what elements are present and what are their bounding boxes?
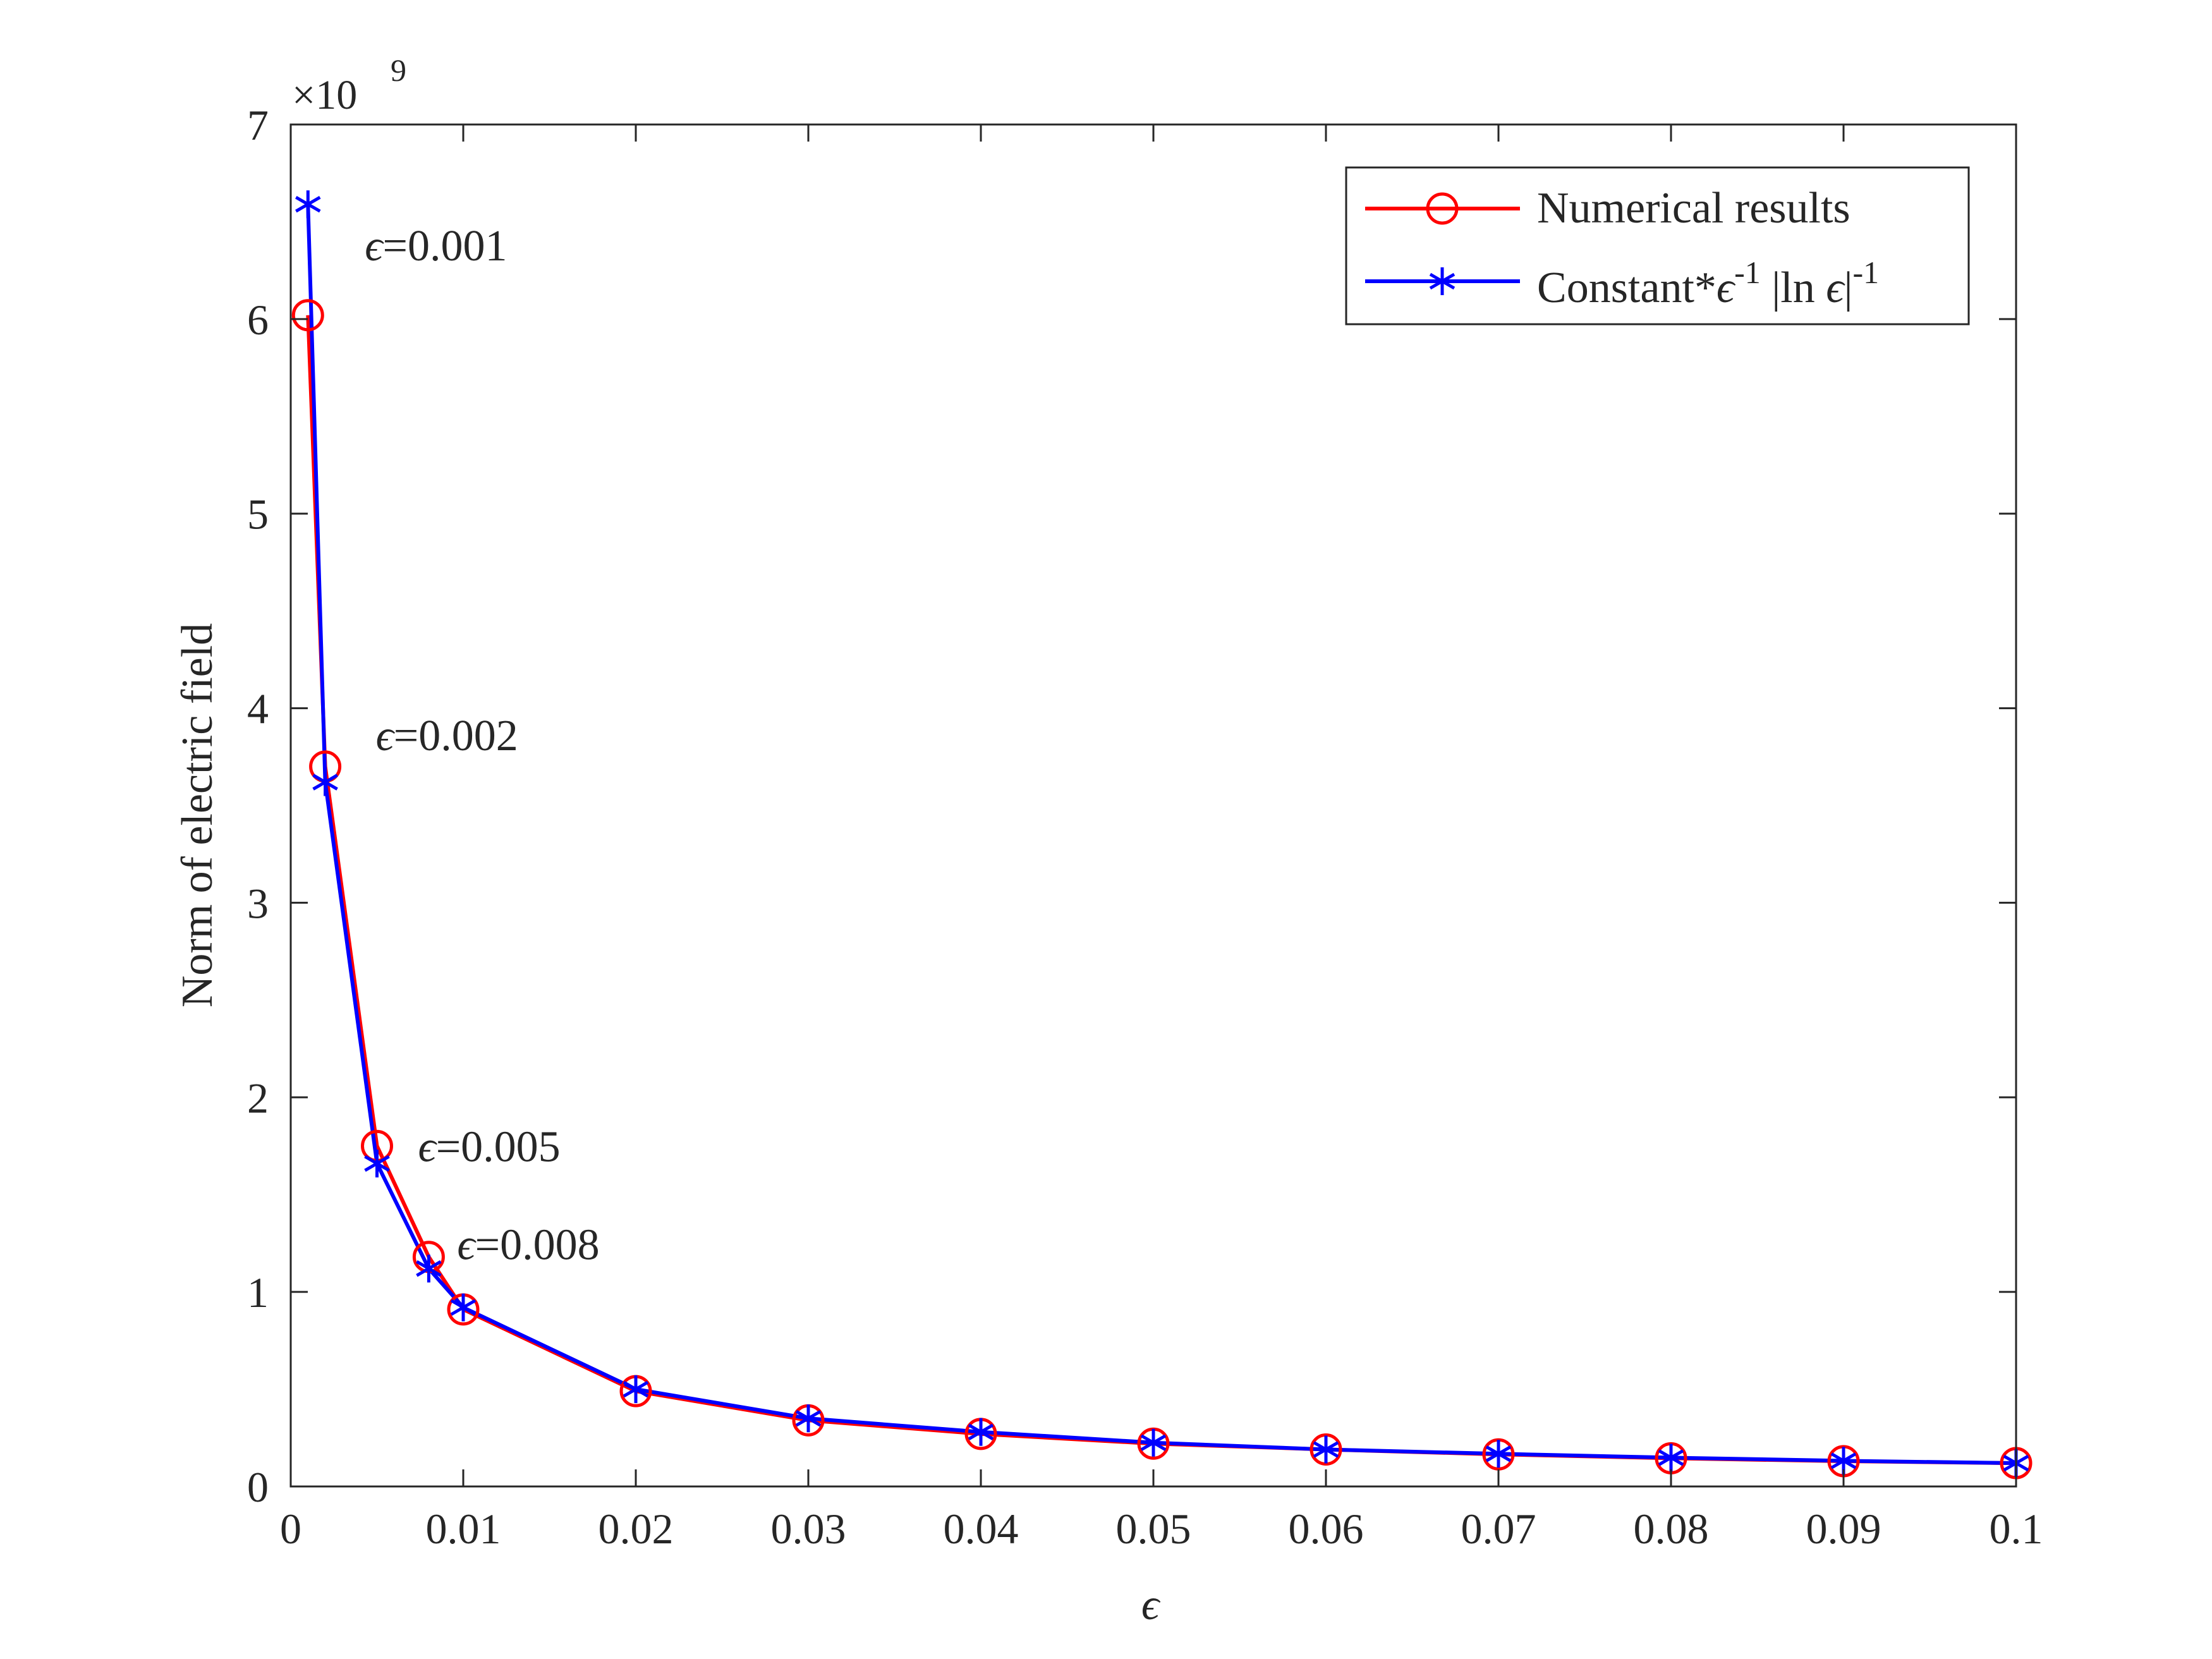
- asterisk-stroke: [1140, 1434, 1167, 1451]
- asterisk-stroke: [295, 196, 321, 213]
- asterisk-stroke: [450, 1299, 477, 1316]
- asterisk-marker: [295, 190, 321, 219]
- asterisk-marker: [1658, 1443, 1684, 1472]
- annotation-label: ϵ=0.005: [418, 1122, 561, 1171]
- legend-asterisk-marker: [1429, 267, 1455, 295]
- y-tick-label: 5: [247, 490, 269, 538]
- asterisk-marker: [968, 1418, 994, 1446]
- asterisk-marker: [312, 768, 338, 796]
- circle-marker: [1310, 1433, 1342, 1466]
- y-tick-label: 7: [247, 101, 269, 149]
- series-line-1: [306, 204, 2017, 1466]
- asterisk-stroke: [312, 774, 338, 791]
- x-tick-label: 0: [280, 1505, 301, 1553]
- legend-item-constant: Constant*ϵ-1 |ln ϵ|-1: [1365, 255, 1879, 312]
- asterisk-stroke: [416, 1260, 442, 1277]
- annotations: ϵ=0.001 ϵ=0.002 ϵ=0.005 ϵ=0.008: [365, 222, 599, 1270]
- asterisk-marker: [1485, 1440, 1512, 1468]
- legend-box: [1345, 166, 1970, 325]
- legend-label-numerical: Numerical results: [1537, 184, 1850, 233]
- y-tick-label: 3: [247, 879, 269, 927]
- x-tick-label: 0.04: [944, 1505, 1019, 1553]
- x-tick-label: 0.09: [1806, 1505, 1881, 1553]
- plot-marks: [291, 190, 2033, 1480]
- y-tick-label: 0: [247, 1463, 269, 1511]
- y-axis-label: Norm of electric field: [173, 623, 222, 1007]
- x-tick-label: 0.1: [1990, 1505, 2043, 1553]
- y-tick-label: 1: [247, 1268, 269, 1316]
- y-exponent-power: 9: [391, 52, 406, 88]
- circle-marker: [1482, 1438, 1515, 1471]
- asterisk-marker: [364, 1149, 390, 1177]
- asterisk-marker: [795, 1404, 822, 1433]
- y-tick-label: 4: [247, 685, 269, 733]
- asterisk-marker: [416, 1255, 442, 1283]
- y-exponent-base: ×10: [292, 72, 357, 118]
- legend-circle-marker: [1426, 192, 1459, 225]
- x-tick-label: 0.03: [771, 1505, 846, 1553]
- asterisk-stroke: [1313, 1441, 1339, 1458]
- annotation-label: ϵ=0.002: [376, 712, 518, 760]
- asterisk-stroke: [1485, 1445, 1512, 1462]
- asterisk-marker: [450, 1293, 477, 1322]
- x-tick-label: 0.05: [1116, 1505, 1191, 1553]
- asterisk-stroke: [623, 1380, 649, 1398]
- legend-item-numerical: Numerical results: [1365, 184, 1850, 233]
- asterisk-marker: [1140, 1428, 1167, 1457]
- x-tick-label: 0.06: [1289, 1505, 1364, 1553]
- asterisk-stroke: [968, 1423, 994, 1440]
- asterisk-marker: [1313, 1435, 1339, 1464]
- x-tick-label: 0.02: [599, 1505, 674, 1553]
- y-axis-exponent: ×10 9: [292, 52, 406, 118]
- x-axis-label: ϵ: [1141, 1581, 1161, 1629]
- y-tick-label: 6: [247, 296, 269, 344]
- asterisk-stroke: [1830, 1452, 1857, 1469]
- asterisk-stroke: [1658, 1449, 1684, 1466]
- annotation-label: ϵ=0.008: [457, 1221, 599, 1270]
- legend: Numerical results Constant*ϵ-1 |ln ϵ|-1: [1345, 166, 1970, 325]
- asterisk-stroke: [364, 1155, 390, 1172]
- annotation-label: ϵ=0.001: [365, 222, 507, 270]
- y-tick-label: 2: [247, 1074, 269, 1122]
- asterisk-stroke: [795, 1410, 822, 1427]
- x-tick-label: 0.07: [1461, 1505, 1536, 1553]
- x-tick-label: 0.01: [426, 1505, 501, 1553]
- axis-ticks: 0 0.01 0.02 0.03 0.04 0.05 0.06 0.07 0.08 0.09 0.1…: [247, 101, 2043, 1553]
- legend-label-constant: Constant*ϵ-1 |ln ϵ|-1: [1537, 255, 1879, 312]
- circle-marker: [291, 299, 324, 332]
- x-tick-label: 0.08: [1634, 1505, 1709, 1553]
- asterisk-marker: [623, 1375, 649, 1404]
